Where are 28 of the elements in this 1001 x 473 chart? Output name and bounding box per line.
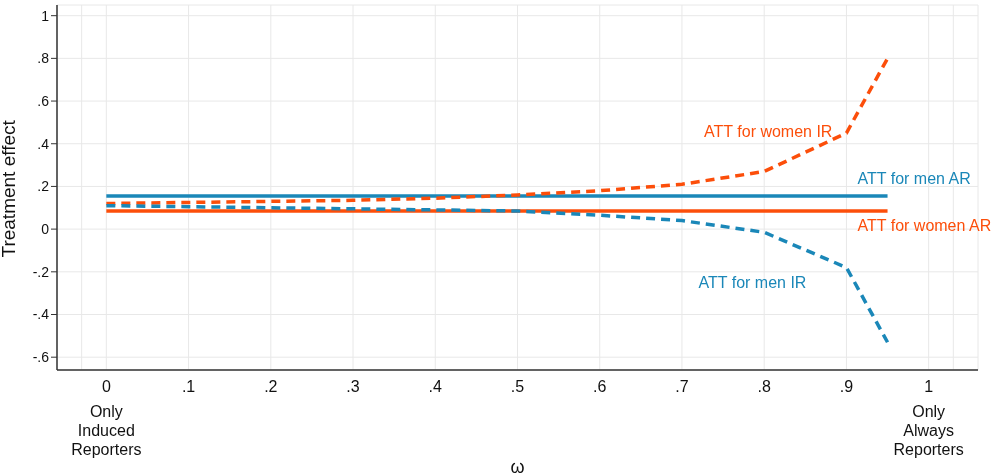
y-tick-label: .8	[37, 50, 50, 67]
x-tick-label: .1	[181, 378, 196, 395]
y-tick-label: .6	[37, 93, 50, 110]
x-tick-label: .2	[264, 378, 278, 395]
line-series	[104, 56, 890, 206]
y-tick-label: .2	[37, 178, 50, 195]
x-tick-label: .6	[593, 378, 607, 395]
series-label: ATT for women AR	[857, 216, 992, 234]
x-tick-label: .9	[839, 378, 854, 395]
series-label: ATT for men AR	[857, 170, 971, 188]
series-label: ATT for women IR	[704, 123, 833, 141]
x-axis-title: ω	[510, 457, 525, 473]
y-axis-title: Treatment effect	[0, 119, 19, 258]
line-series	[104, 203, 890, 344]
x-tick-label: 1 Only Always Reporters	[893, 378, 964, 458]
series-label: ATT for men IR	[698, 273, 807, 291]
y-tick-label: .4	[37, 135, 50, 152]
x-tick-label: .8	[757, 378, 771, 395]
y-tick-label: -.6	[32, 349, 50, 366]
y-tick-label: 0	[41, 221, 50, 238]
x-tick-label: .7	[675, 378, 689, 395]
x-tick-label: .4	[428, 378, 443, 395]
x-tick-label: .3	[346, 378, 360, 395]
x-tick-label: .5	[510, 378, 525, 395]
y-tick-label: -.2	[32, 263, 50, 280]
y-tick-label: 1	[41, 7, 50, 24]
x-tick-label: 0 Only Induced Reporters	[71, 378, 142, 458]
y-tick-label: -.4	[32, 306, 50, 323]
